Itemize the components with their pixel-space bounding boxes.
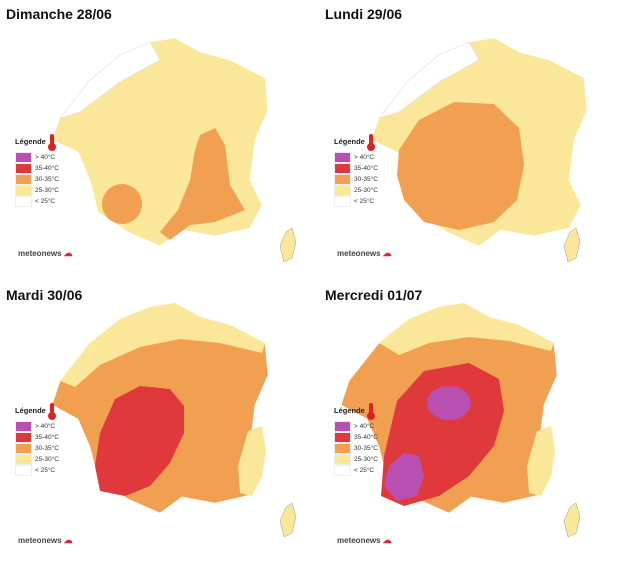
legend-row: 25-30°C	[15, 454, 59, 465]
heat-zone-30-35	[397, 102, 524, 230]
map-panel-lundi: Lundi 29/06 Légende > 40°C 35-40°C 30-35…	[319, 0, 638, 281]
legend-row: 30-35°C	[15, 443, 59, 454]
panel-title: Mercredi 01/07	[325, 287, 423, 303]
legend-row: > 40°C	[334, 421, 378, 432]
cloud-icon: ☁	[63, 535, 73, 545]
thermometer-icon	[47, 134, 56, 151]
legend-title: Légende	[334, 134, 378, 151]
thermometer-icon	[47, 403, 56, 420]
legend-row: 25-30°C	[334, 454, 378, 465]
france-heat-map	[51, 37, 297, 263]
france-heat-map	[340, 302, 581, 538]
legend-swatch	[334, 432, 351, 443]
thermometer-icon	[366, 134, 375, 151]
heat-zone-30-35-southwest	[102, 184, 142, 224]
france-zone-25-30-north	[379, 303, 554, 355]
legend-swatch	[15, 421, 32, 432]
panel-title: Mardi 30/06	[6, 287, 83, 303]
legend-title: Légende	[334, 403, 378, 420]
cloud-icon: ☁	[63, 248, 73, 258]
heat-zone-above-40-center	[427, 386, 471, 420]
legend: Légende > 40°C 35-40°C 30-35°C 25-30°C <…	[15, 134, 59, 207]
legend-row: 25-30°C	[334, 185, 378, 196]
legend-swatch	[334, 465, 351, 476]
legend-row: 30-35°C	[15, 174, 59, 185]
legend-swatch	[334, 421, 351, 432]
france-heat-map	[51, 302, 297, 538]
legend-swatch	[334, 454, 351, 465]
corsica-island	[279, 227, 297, 263]
legend-swatch	[334, 163, 351, 174]
legend-swatch	[15, 196, 32, 207]
france-zone-25-30-east	[527, 426, 555, 496]
heat-zone-above-40-southwest	[384, 453, 424, 501]
france-zone-below-25	[378, 41, 480, 119]
meteonews-logo: meteonews ☁	[18, 248, 73, 258]
legend-row: 35-40°C	[15, 163, 59, 174]
legend-row: 35-40°C	[334, 432, 378, 443]
map-panel-mardi: Mardi 30/06 Légende > 40°C 35-40°C 30-35…	[0, 281, 319, 562]
thermometer-icon	[366, 403, 375, 420]
legend-swatch	[334, 185, 351, 196]
legend: Légende > 40°C 35-40°C 30-35°C 25-30°C <…	[15, 403, 59, 476]
legend-swatch	[15, 152, 32, 163]
heat-zone-35-40	[95, 386, 184, 496]
corsica-island	[279, 502, 297, 538]
legend: Légende > 40°C 35-40°C 30-35°C 25-30°C <…	[334, 403, 378, 476]
legend-swatch	[15, 454, 32, 465]
cloud-icon: ☁	[382, 535, 392, 545]
legend-row: < 25°C	[15, 196, 59, 207]
legend-swatch	[15, 443, 32, 454]
legend-row: 35-40°C	[334, 163, 378, 174]
france-zone-25-30-north	[60, 303, 265, 387]
legend-row: < 25°C	[15, 465, 59, 476]
legend-title: Légende	[15, 403, 59, 420]
corsica-island	[563, 502, 581, 538]
legend-row: 30-35°C	[334, 174, 378, 185]
map-panel-mercredi: Mercredi 01/07 Légende > 40°C 35-40°C 30…	[319, 281, 638, 562]
meteonews-logo: meteonews ☁	[337, 535, 392, 545]
legend-row: 25-30°C	[15, 185, 59, 196]
legend-swatch	[15, 174, 32, 185]
map-panel-dimanche: Dimanche 28/06 Légende > 40°C 35-40°C 30…	[0, 0, 319, 281]
cloud-icon: ☁	[382, 248, 392, 258]
heat-zone-30-35-east	[160, 128, 245, 240]
france-zone-below-25	[59, 41, 161, 119]
legend-swatch	[15, 163, 32, 174]
legend-row: < 25°C	[334, 196, 378, 207]
legend-swatch	[334, 196, 351, 207]
legend: Légende > 40°C 35-40°C 30-35°C 25-30°C <…	[334, 134, 378, 207]
legend-swatch	[15, 185, 32, 196]
legend-row: > 40°C	[15, 152, 59, 163]
legend-swatch	[15, 465, 32, 476]
france-heat-map	[370, 37, 588, 263]
panel-title: Dimanche 28/06	[6, 6, 112, 22]
france-zone-25-30-east	[238, 426, 266, 496]
legend-swatch	[334, 174, 351, 185]
legend-row: > 40°C	[334, 152, 378, 163]
meteonews-logo: meteonews ☁	[18, 535, 73, 545]
france-zone-25-30	[51, 37, 269, 247]
legend-swatch	[334, 152, 351, 163]
legend-row: > 40°C	[15, 421, 59, 432]
legend-row: 30-35°C	[334, 443, 378, 454]
legend-swatch	[15, 432, 32, 443]
legend-row: < 25°C	[334, 465, 378, 476]
meteonews-logo: meteonews ☁	[337, 248, 392, 258]
corsica-island	[563, 227, 581, 263]
legend-row: 35-40°C	[15, 432, 59, 443]
legend-swatch	[334, 443, 351, 454]
panel-title: Lundi 29/06	[325, 6, 403, 22]
legend-title: Légende	[15, 134, 59, 151]
